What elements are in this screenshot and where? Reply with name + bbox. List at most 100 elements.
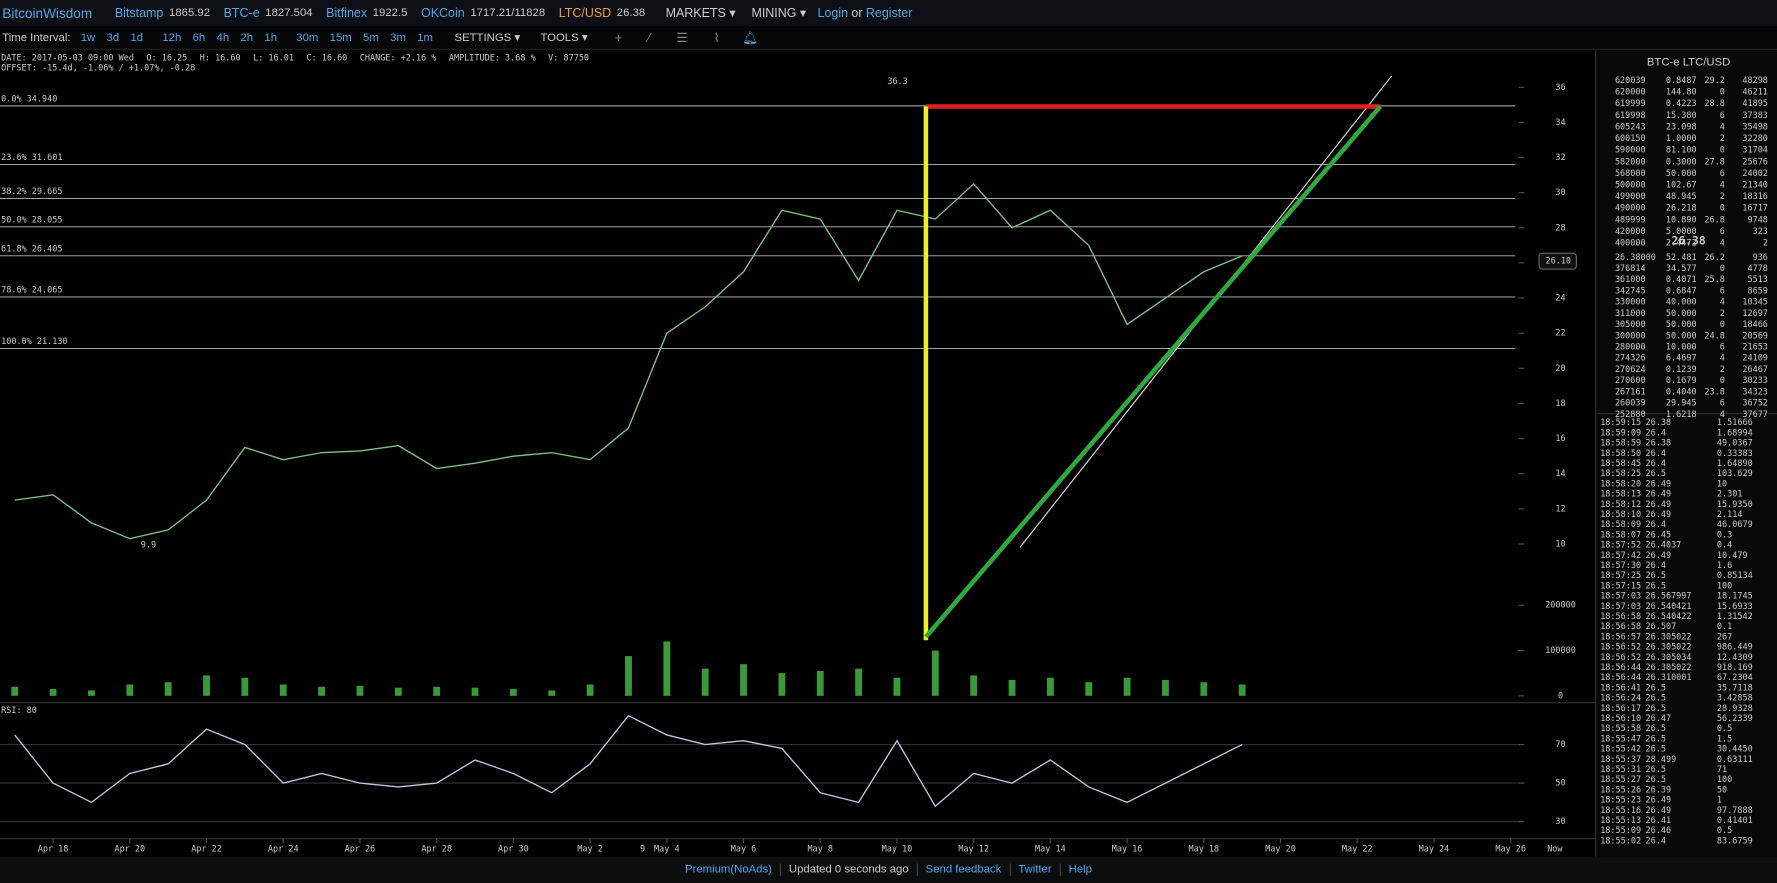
book-cell: 24109 — [1742, 354, 1768, 364]
interval[interactable]: 4h — [216, 31, 230, 44]
book-cell: 0.8487 — [1666, 76, 1697, 86]
interval[interactable]: 5m — [363, 31, 379, 44]
book-cell: 0 — [1720, 146, 1725, 156]
footer-link[interactable]: Twitter — [1009, 863, 1059, 877]
book-cell: 600150 — [1615, 134, 1646, 144]
book-cell: 420000 — [1615, 227, 1646, 237]
alert-icon[interactable]: 🔔︎ — [742, 31, 759, 45]
tools-menu[interactable]: TOOLS ▾ — [540, 31, 588, 44]
ticker-name[interactable]: LTC/USD — [558, 6, 612, 20]
menu[interactable]: MINING ▾ — [751, 6, 807, 21]
ticker-name[interactable]: Bitfinex — [326, 6, 368, 20]
interval[interactable]: 15m — [329, 31, 352, 44]
login[interactable]: Login — [817, 6, 849, 20]
trade-price: 26.5 — [1646, 571, 1666, 581]
book-cell: 6 — [1720, 227, 1725, 237]
interval[interactable]: 3m — [390, 31, 406, 44]
book-cell: 4 — [1720, 298, 1725, 308]
interval[interactable]: 6h — [192, 31, 206, 44]
brand[interactable]: BitcoinWisdom — [2, 5, 93, 21]
trade-amount: 918.169 — [1717, 663, 1753, 673]
x-tick-label: Apr 30 — [498, 844, 529, 854]
book-cell: 376814 — [1615, 264, 1646, 274]
ticker-name[interactable]: BTC-e — [223, 6, 260, 20]
y-tick-label: 100000 — [1545, 646, 1576, 656]
y-tick-label: 36 — [1555, 83, 1565, 93]
book-cell: 2 — [1763, 239, 1768, 249]
book-cell: 311000 — [1615, 309, 1646, 319]
trade-amount: 83.6759 — [1717, 836, 1753, 846]
trade-amount: 0.3 — [1717, 530, 1732, 540]
trade-time: 18:58:07 — [1600, 530, 1641, 540]
trade-amount: 46.0679 — [1717, 520, 1753, 530]
trade-price: 26.4 — [1646, 428, 1666, 438]
volume-bar — [509, 689, 517, 696]
book-cell: 29.945 — [1666, 399, 1697, 409]
interval[interactable]: 12h — [162, 31, 182, 44]
footer-link[interactable]: Premium(NoAds) — [685, 863, 772, 877]
top-nav: BitcoinWisdom Bitstamp 1865.92 BTC-e 1827.5… — [0, 0, 1777, 28]
footer-link[interactable]: Help — [1059, 863, 1100, 877]
book-cell: 1.6218 — [1666, 410, 1697, 420]
book-cell: 81.100 — [1666, 146, 1697, 156]
book-cell: 37677 — [1742, 410, 1768, 420]
trade-price: 26.4 — [1646, 449, 1666, 459]
x-tick-label: Apr 20 — [114, 844, 145, 854]
book-cell: 0 — [1720, 88, 1725, 98]
register[interactable]: Register — [865, 6, 913, 20]
interval[interactable]: 2h — [240, 31, 254, 44]
book-cell: 0.4040 — [1666, 387, 1697, 397]
book-cell: 489999 — [1615, 215, 1646, 225]
volume-bar — [663, 641, 671, 696]
book-cell: 24002 — [1742, 169, 1768, 179]
fib-label: 50.0% 28.055 — [1, 216, 62, 226]
volume-bar — [1238, 684, 1246, 696]
book-cell: 23.098 — [1666, 122, 1697, 132]
book-cell: 26.38000 — [1615, 253, 1656, 263]
book-cell: 34.577 — [1666, 264, 1697, 274]
interval[interactable]: 1d — [130, 31, 144, 44]
info-item: H: 16.60 — [200, 53, 241, 63]
volume-bar — [279, 684, 287, 696]
trade-time: 18:58:59 — [1600, 439, 1641, 449]
interval[interactable]: 3d — [106, 31, 120, 44]
book-cell: 102.67 — [1666, 181, 1697, 191]
interval[interactable]: 30m — [296, 31, 319, 44]
tools: TOOLS — [540, 31, 579, 44]
info-item: DATE: 2017-05-03 09:00 Wed — [1, 53, 134, 63]
settings-menu[interactable]: SETTINGS ▾ — [454, 31, 521, 44]
book-cell: 15.380 — [1666, 111, 1697, 121]
ticker-name[interactable]: Bitstamp — [114, 6, 164, 20]
trade-time: 18:58:45 — [1600, 459, 1641, 469]
interval[interactable]: 1h — [264, 31, 278, 44]
y-tick-label: 200000 — [1545, 601, 1576, 611]
draw-icons[interactable]: + ⁄ ☰ ⌇ — [614, 31, 732, 45]
menu[interactable]: MARKETS ▾ — [665, 6, 736, 21]
interval-label: Time Interval: — [2, 31, 71, 44]
trade-amount: 986.449 — [1717, 643, 1753, 653]
trade-amount: 0.1 — [1717, 622, 1732, 632]
trade-amount: 35.7118 — [1717, 683, 1753, 693]
trade-price: 26.305022 — [1646, 663, 1692, 673]
trade-price: 26.5 — [1646, 765, 1666, 775]
footer-link[interactable]: Send feedback — [916, 863, 1010, 877]
ticker-name[interactable]: OKCoin — [420, 6, 465, 20]
trade-price: 26.47 — [1646, 714, 1672, 724]
book-cell: 50.000 — [1666, 320, 1697, 330]
book-cell: 9748 — [1747, 215, 1767, 225]
book-cell: 342745 — [1615, 286, 1646, 296]
trade-time: 18:55:42 — [1600, 745, 1641, 755]
book-cell: 10.000 — [1666, 343, 1697, 353]
book-cell: 300000 — [1615, 331, 1646, 341]
info-item: O: 16.25 — [146, 53, 187, 63]
interval[interactable]: 1m — [417, 31, 433, 44]
interval[interactable]: 1w — [80, 31, 96, 44]
book-cell: 0.4223 — [1666, 99, 1697, 109]
trade-time: 18:58:13 — [1600, 490, 1641, 500]
trade-price: 26.38 — [1646, 439, 1672, 449]
book-cell: 6.4697 — [1666, 354, 1697, 364]
book-cell: 400000 — [1615, 239, 1646, 249]
trade-amount: 50 — [1717, 785, 1727, 795]
book-cell: 2 — [1720, 134, 1725, 144]
trade-price: 26.49 — [1646, 510, 1672, 520]
